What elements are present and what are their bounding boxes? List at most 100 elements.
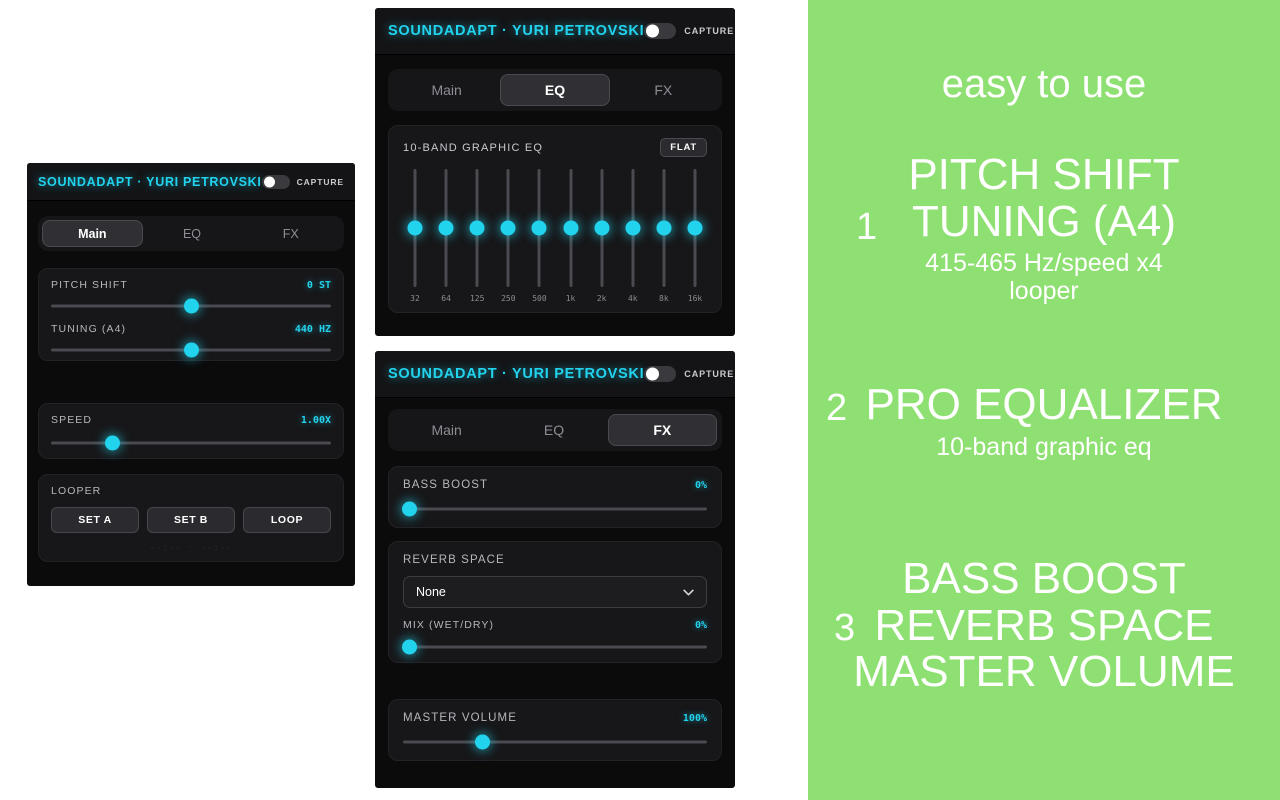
bass-boost-slider[interactable] [401,501,707,517]
eq-band-label: 4k [627,294,638,303]
eq-band-slider[interactable] [590,169,614,287]
slider-thumb[interactable] [438,220,454,236]
pitch-shift-slider[interactable] [51,298,331,314]
slider-thumb[interactable] [105,435,121,451]
looper-label: LOOPER [51,485,102,497]
slider-thumb[interactable] [183,342,199,358]
slider-track [51,441,331,445]
tab-eq[interactable]: EQ [500,74,610,106]
slider-thumb[interactable] [407,220,423,236]
loop-button[interactable]: LOOP [243,507,331,533]
titlebar-main: SOUNDADAPT · YURI PETROVSKI CAPTURE [27,163,355,201]
mix-label: MIX (WET/DRY) [403,619,495,631]
capture-toggle[interactable] [261,174,290,189]
reverb-space-select[interactable]: None [403,576,707,608]
tuning-label: TUNING (A4) [51,323,127,335]
pitch-shift-label: PITCH SHIFT [51,279,128,291]
eq-band-label: 32 [410,294,420,303]
card-speed: SPEED 1.00X [38,403,344,459]
tab-main[interactable]: Main [431,422,462,438]
eq-band-slider[interactable] [403,169,427,287]
tab-eq[interactable]: EQ [182,226,202,241]
promo-feature-1-title-line2: TUNING (A4) [912,196,1176,246]
tab-fx[interactable]: FX [607,414,717,446]
slider-thumb[interactable] [469,220,485,236]
speed-value: 1.00X [300,415,331,426]
tab-eq[interactable]: EQ [543,422,565,438]
slider-thumb[interactable] [625,220,641,236]
capture-control-eq[interactable]: CAPTURE [644,23,734,39]
titlebar-fx: SOUNDADAPT · YURI PETROVSKI CAPTURE [375,351,735,398]
app-brand-title: SOUNDADAPT · YURI PETROVSKI [388,366,645,382]
set-b-button[interactable]: SET B [147,507,235,533]
card-looper: LOOPER SET A SET B LOOP --:-- · --:-- [38,474,344,562]
capture-control-fx[interactable]: CAPTURE [644,366,734,382]
tabbar-eq: Main EQ FX [388,69,722,111]
eq-band-list: 32 64 125 [403,169,707,303]
slider-thumb[interactable] [687,220,703,236]
slider-thumb[interactable] [401,501,417,517]
chevron-down-icon [683,589,694,595]
promo-feature-3-title-line3: MASTER VOLUME [853,647,1235,697]
promo-feature-1-number: 1 [856,206,878,248]
capture-toggle[interactable] [644,366,677,382]
reverb-selected-value: None [416,585,446,599]
eq-band-slider[interactable] [621,169,645,287]
eq-band: 250 [496,169,520,303]
tab-main[interactable]: Main [431,82,462,98]
toggle-knob-icon [646,24,660,38]
speed-label: SPEED [51,414,93,426]
set-a-button[interactable]: SET A [51,507,139,533]
promo-feature-3-title-line2: REVERB SPACE [874,600,1214,650]
slider-thumb[interactable] [183,298,199,314]
eq-band-label: 8k [659,294,669,303]
eq-band-slider[interactable] [434,169,458,287]
promo-feature-1-title-line1: PITCH SHIFT [908,150,1180,199]
slider-thumb[interactable] [531,220,547,236]
eq-band-label: 2k [596,294,607,303]
tuning-slider[interactable] [51,342,331,358]
eq-band-slider[interactable] [559,169,583,287]
capture-control-main[interactable]: CAPTURE [261,174,344,189]
tab-fx[interactable]: FX [654,82,673,98]
capture-toggle[interactable] [644,23,677,39]
master-volume-slider[interactable] [403,734,707,750]
eq-band-slider[interactable] [683,169,707,287]
pitch-shift-row: PITCH SHIFT 0 ST [51,279,331,291]
looper-status-text: --:-- · --:-- [149,543,233,553]
slider-thumb[interactable] [563,220,579,236]
eq-band-slider[interactable] [652,169,676,287]
capture-label: CAPTURE [296,176,344,187]
capture-label: CAPTURE [684,369,735,379]
slider-track [403,507,707,511]
looper-buttons: SET A SET B LOOP [51,507,331,533]
card-bass-boost: BASS BOOST 0% [388,466,722,528]
tab-main[interactable]: Main [42,220,143,247]
slider-thumb[interactable] [594,220,610,236]
slider-thumb[interactable] [401,639,417,655]
slider-thumb[interactable] [474,734,490,750]
card-equalizer: 10-BAND GRAPHIC EQ FLAT 32 64 [388,125,722,313]
eq-band: 16k [683,169,707,303]
eq-band-slider[interactable] [496,169,520,287]
eq-band-slider[interactable] [527,169,551,287]
eq-flat-button[interactable]: FLAT [660,138,707,157]
tabbar-fx: Main EQ FX [388,409,722,451]
slider-thumb[interactable] [500,220,516,236]
mix-row: MIX (WET/DRY) 0% [403,619,707,631]
speed-slider[interactable] [51,435,331,451]
eq-band-label: 16k [687,294,703,303]
master-volume-label: MASTER VOLUME [403,712,517,724]
promo-panel: easy to use 1 PITCH SHIFT TUNING (A4) 41… [808,0,1280,800]
slider-thumb[interactable] [656,220,672,236]
eq-band-label: 1k [565,294,576,303]
eq-band-slider[interactable] [465,169,489,287]
promo-feature-1: 1 PITCH SHIFT TUNING (A4) 415-465 Hz/spe… [808,150,1280,305]
pitch-shift-value: 0 ST [306,280,331,291]
tab-fx[interactable]: FX [282,226,299,241]
mix-slider[interactable] [401,639,707,655]
eq-band: 32 [403,169,427,303]
eq-band: 1k [559,169,583,303]
eq-band: 8k [652,169,676,303]
